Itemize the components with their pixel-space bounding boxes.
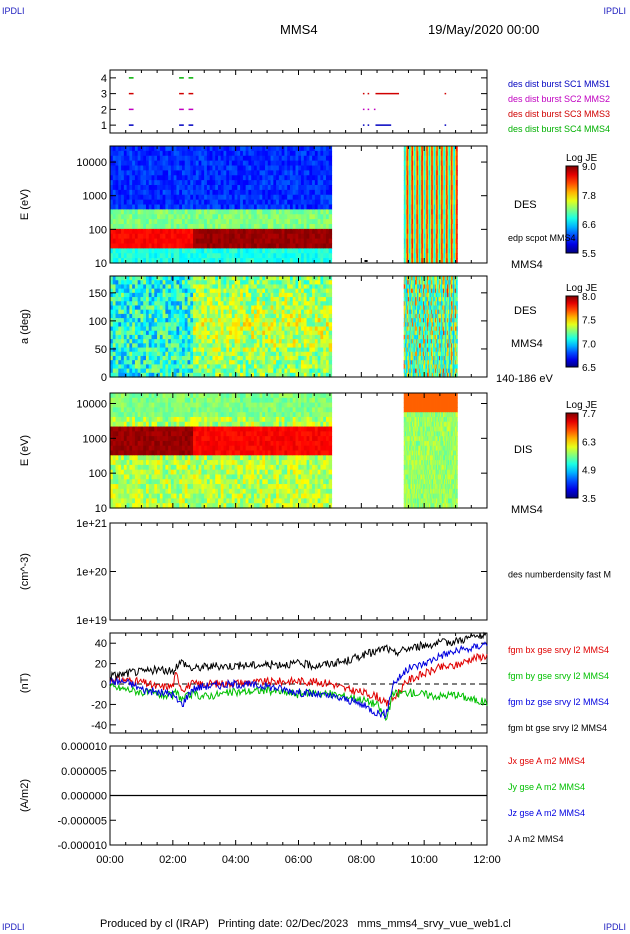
colorbar-tick-label: 7.7 [582,409,596,420]
spacecraft-title: MMS4 [280,22,318,37]
colorbar-title: Log JE [566,153,597,164]
panel-right-label: MMS4 [511,504,543,516]
fgm-series-line [109,631,487,681]
burst-tick-label: 4 [101,73,107,85]
time-tick-label: 04:00 [222,854,250,866]
colorbar-tick-label: 9.0 [582,162,596,173]
fgm-legend-entry: fgm bz gse srvy l2 MMS4 [508,697,609,707]
fgm-frame [109,632,488,734]
burst-tick-label: 3 [101,89,107,101]
panel-right-label: edp scpot MMS4 [508,233,576,243]
time-tick-label: 12:00 [473,854,501,866]
burst-legend-entry: des dist burst SC2 MMS2 [508,94,610,104]
des-energy-ylabel: E (eV) [19,189,31,220]
dis-energy-tick-label: 10 [95,503,107,515]
time-tick-label: 10:00 [410,854,438,866]
current-tick-label: 0.000000 [61,791,107,803]
colorbar-tick-label: 7.0 [582,339,596,350]
colorbar [565,295,579,368]
des-energy-tick-label: 10000 [76,157,107,169]
current-tick-label: 0.000005 [61,766,107,778]
current-legend-entry: Jx gse A m2 MMS4 [508,756,585,766]
colorbar-tick-label: 8.0 [582,292,596,303]
density-tick-label: 1e+21 [76,518,107,530]
colorbar-tick-label: 7.5 [582,316,596,327]
des-pitch-tick-label: 50 [95,344,107,356]
des-pitch-tick-label: 0 [101,372,107,384]
des-energy-tick-label: 100 [89,224,107,236]
fgm-tick-label: -40 [91,720,107,732]
dis-energy-tick-label: 10000 [76,398,107,410]
fgm-series-line [109,652,488,707]
density-frame [109,522,488,621]
colorbar-title: Log JE [566,400,597,411]
colorbar-tick-label: 7.8 [582,191,596,202]
burst-legend-entry: des dist burst SC4 MMS4 [508,124,610,134]
des-pitch-tick-label: 100 [89,316,107,328]
density-tick-label: 1e+20 [76,567,107,579]
burst-panel-frame [109,69,488,134]
current-legend-entry: Jy gse A m2 MMS4 [508,782,585,792]
density-legend-entry: des numberdensity fast M [508,570,611,580]
dis-energy-ylabel: E (eV) [19,435,31,466]
colorbar-tick-label: 6.3 [582,437,596,448]
des-pitch-tick-label: 150 [89,288,107,300]
burst-tick-label: 2 [101,104,107,116]
des-energy-tick-label: 1000 [83,191,107,203]
fgm-legend-entry: fgm bx gse srvy l2 MMS4 [508,645,609,655]
colorbar-title: Log JE [566,283,597,294]
colorbar [565,165,579,254]
footer-text: Produced by cl (IRAP) Printing date: 02/… [100,918,511,930]
colorbar-tick-label: 4.9 [582,466,596,477]
des-pitch-heatmap [110,276,458,378]
des-energy-heatmap [110,146,458,264]
corner-label-top-right: IPDLI [603,6,626,16]
time-tick-label: 06:00 [285,854,313,866]
burst-legend-entry: des dist burst SC3 MMS3 [508,109,610,119]
des-energy-tick-label: 10 [95,258,107,270]
fgm-legend-entry: fgm by gse srvy l2 MMS4 [508,671,609,681]
burst-tick-label: 1 [101,120,107,132]
dis-energy-tick-label: 1000 [83,433,107,445]
fgm-legend-entry: fgm bt gse srvy l2 MMS4 [508,723,607,733]
fgm-tick-label: 40 [95,638,107,650]
corner-label-bottom-left: IPDLI [2,922,25,932]
colorbar-tick-label: 6.6 [582,220,596,231]
date-title: 19/May/2020 00:00 [428,22,540,37]
panel-right-label: 140-186 eV [496,373,554,385]
colorbar-tick-label: 6.5 [582,363,596,374]
current-ylabel: (A/m2) [19,779,31,812]
density-tick-label: 1e+19 [76,615,107,627]
current-tick-label: -0.000010 [57,840,107,852]
current-tick-label: 0.000010 [61,741,107,753]
fgm-tick-label: 20 [95,659,107,671]
burst-legend-entry: des dist burst SC1 MMS1 [508,79,610,89]
current-tick-label: -0.000005 [57,815,107,827]
corner-label-bottom-right: IPDLI [603,922,626,932]
dis-energy-heatmap [110,393,458,509]
time-tick-label: 08:00 [348,854,376,866]
fgm-ylabel: (nT) [19,673,31,693]
current-legend-entry: Jz gse A m2 MMS4 [508,808,585,818]
density-ylabel: (cm^-3) [19,553,31,590]
fgm-tick-label: -20 [91,699,107,711]
panel-right-label: DES [514,199,537,211]
corner-label-top-left: IPDLI [2,6,25,16]
colorbar-tick-label: 5.5 [582,249,596,260]
dis-energy-tick-label: 100 [89,468,107,480]
des-pitch-ylabel: a (deg) [19,309,31,344]
fgm-series-line [109,641,488,720]
fgm-tick-label: 0 [101,679,107,691]
panel-right-label: MMS4 [511,338,543,350]
time-tick-label: 00:00 [96,854,124,866]
time-tick-label: 02:00 [159,854,187,866]
current-legend-entry: J A m2 MMS4 [508,834,564,844]
colorbar [565,412,579,499]
colorbar-tick-label: 3.5 [582,494,596,505]
panel-right-label: MMS4 [511,259,543,271]
panel-right-label: DES [514,305,537,317]
fgm-series-line [109,683,488,722]
panel-right-label: DIS [514,444,532,456]
